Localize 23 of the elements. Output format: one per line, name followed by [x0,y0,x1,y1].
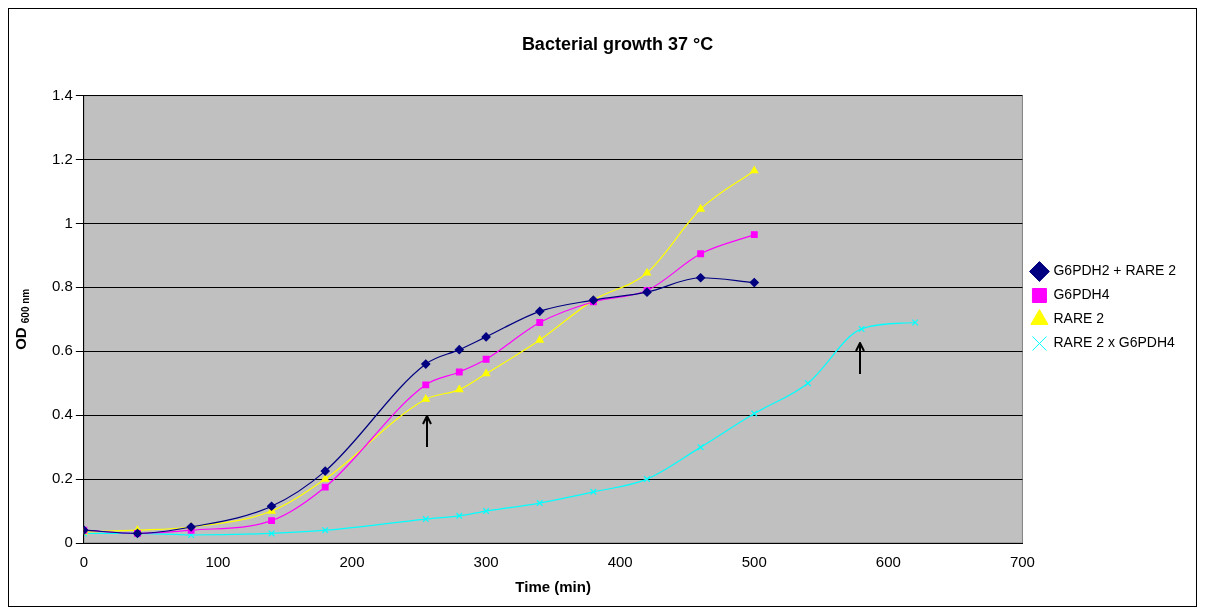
y-tick-label: 0.8 [51,277,73,295]
x-tick-label: 0 [79,553,89,571]
x-tick-label: 600 [875,553,901,571]
y-axis-title: OD 600 nm [11,288,31,350]
x-tick-label: 500 [741,553,767,571]
legend-label: RARE 2 [1053,310,1105,327]
x-tick-label: 400 [607,553,633,571]
chart-title: Bacterial growth 37 °C [521,33,714,54]
y-tick-label: 0 [64,533,73,551]
x-axis-title: Time (min) [515,578,591,596]
y-tick-label: 0.6 [51,341,73,359]
x-tick-label: 300 [473,553,499,571]
y-tick-label: 0.2 [51,469,73,487]
y-tick-label: 1.4 [51,85,73,103]
y-tick-label: 1.2 [51,149,73,167]
x-tick-label: 200 [339,553,365,571]
y-tick-label: 0.4 [51,405,73,423]
x-tick-label: 700 [1009,553,1035,571]
legend-label: G6PDH2 + RARE 2 [1053,262,1177,279]
legend-label: G6PDH4 [1053,286,1110,303]
y-tick-label: 1 [64,213,73,231]
legend-label: RARE 2 x G6PDH4 [1053,334,1176,351]
x-tick-label: 100 [205,553,231,571]
